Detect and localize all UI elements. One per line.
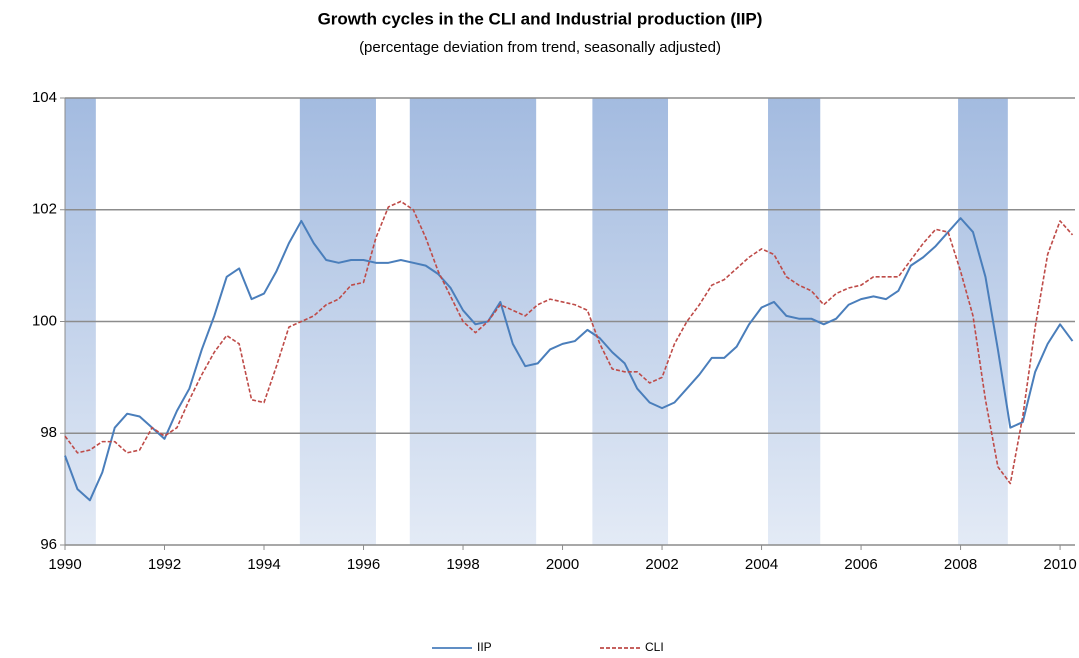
x-tick-label: 2008 <box>944 556 977 573</box>
y-tick-label: 98 <box>40 424 57 441</box>
legend-label: CLI <box>645 640 664 654</box>
legend-label: IIP <box>477 640 492 654</box>
x-tick-label: 2010 <box>1043 556 1076 573</box>
y-tick-label: 102 <box>32 201 57 218</box>
x-tick-label: 1998 <box>446 556 479 573</box>
x-tick-label: 2000 <box>546 556 579 573</box>
x-tick-label: 2004 <box>745 556 778 573</box>
x-tick-label: 1992 <box>148 556 181 573</box>
x-tick-label: 1990 <box>48 556 81 573</box>
x-tick-label: 1996 <box>347 556 380 573</box>
x-tick-label: 2006 <box>844 556 877 573</box>
series-line <box>64 200 1074 485</box>
y-tick-label: 96 <box>40 536 57 553</box>
x-tick-label: 1994 <box>247 556 280 573</box>
chart-title: Growth cycles in the CLI and Industrial … <box>318 9 763 28</box>
y-tick-label: 100 <box>32 312 57 329</box>
x-tick-label: 2002 <box>645 556 678 573</box>
y-tick-label: 104 <box>32 89 57 106</box>
series-line <box>64 217 1074 502</box>
chart-subtitle: (percentage deviation from trend, season… <box>359 39 721 56</box>
